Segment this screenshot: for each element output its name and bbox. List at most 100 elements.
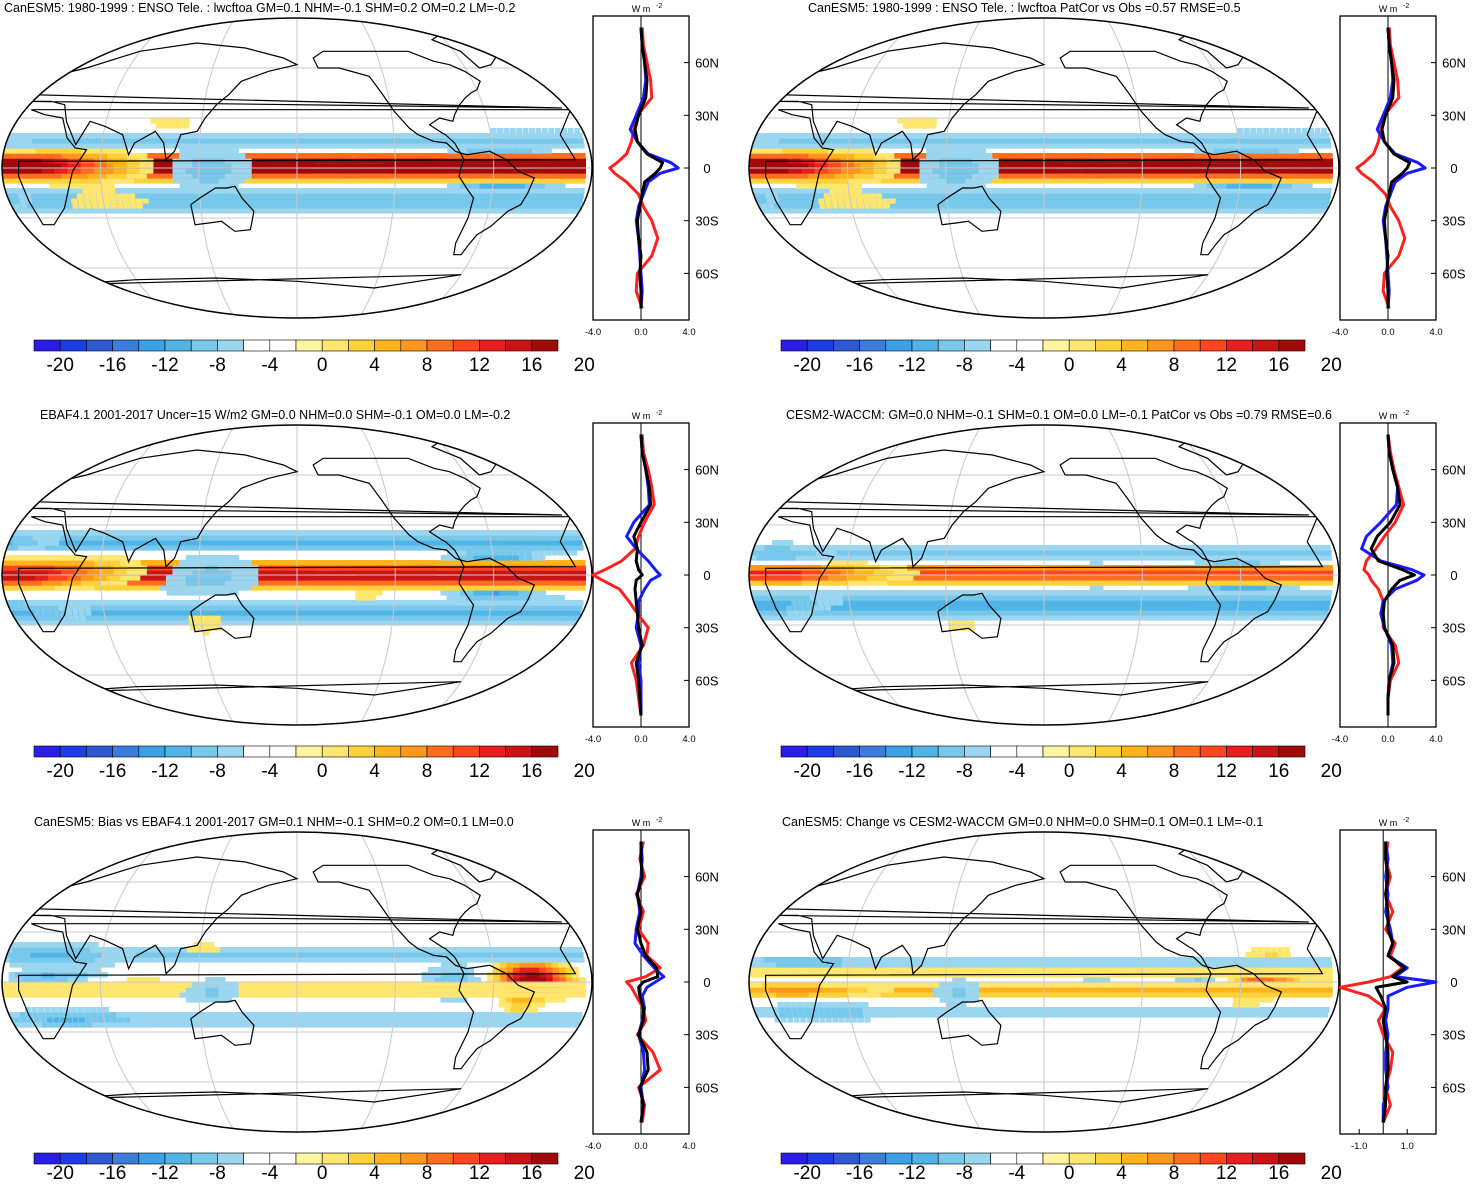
map-cell <box>112 1022 119 1028</box>
map-cell <box>113 575 121 581</box>
map-cell <box>860 148 869 154</box>
map-cell <box>94 962 102 968</box>
profile-lat-label: 30N <box>1442 108 1466 123</box>
map-cell <box>23 545 33 551</box>
map-cell <box>85 1017 92 1023</box>
map-cell <box>480 555 487 561</box>
map-cell <box>834 580 842 586</box>
map-cell <box>847 560 856 566</box>
map-cell <box>749 590 1332 596</box>
map-cell <box>939 188 947 194</box>
map-cell <box>788 570 796 576</box>
map-cell <box>880 957 889 963</box>
map-cell <box>828 550 837 556</box>
map-cell <box>192 188 200 194</box>
map-cell <box>55 178 62 184</box>
map-cell <box>205 173 213 179</box>
map-cell <box>205 178 213 184</box>
map-cell <box>749 987 1333 993</box>
map-cell <box>460 590 468 596</box>
map-cell <box>822 550 831 556</box>
colorbar-swatch <box>911 745 939 758</box>
colorbar-tick: -16 <box>99 761 126 782</box>
map-cell <box>834 992 842 998</box>
map-cell <box>5 138 584 144</box>
map-cell <box>797 600 805 606</box>
map-cell <box>54 163 62 169</box>
colorbar-swatch <box>295 339 323 352</box>
map-cell <box>792 1012 799 1018</box>
map-cell <box>539 967 546 973</box>
map-cell <box>212 148 220 154</box>
map-cell <box>827 163 835 169</box>
map-cell <box>473 183 481 189</box>
map-cell <box>757 138 767 144</box>
map-cell <box>94 957 103 963</box>
colorbar-swatch <box>1226 339 1253 352</box>
map-cell <box>883 203 890 209</box>
map-cell <box>179 590 187 596</box>
map-cell <box>1289 128 1295 134</box>
map-cell <box>828 992 836 998</box>
lon-line <box>1105 425 1143 725</box>
map-cell <box>35 173 43 179</box>
map-cell <box>500 977 508 983</box>
map-cell <box>447 977 455 983</box>
map-cell <box>1279 148 1286 154</box>
map-cell <box>766 605 773 611</box>
map-cell <box>821 580 829 586</box>
map-cell <box>146 168 154 174</box>
map-cell <box>113 173 121 179</box>
colorbar-tick: 4 <box>1116 761 1127 782</box>
map-cell <box>13 198 20 204</box>
map-cell <box>882 198 890 204</box>
map-cell <box>39 942 48 948</box>
map-cell <box>802 962 810 968</box>
map-cell <box>80 1022 86 1028</box>
map-cell <box>5 198 582 204</box>
map-cell <box>512 183 520 189</box>
map-cell <box>440 962 448 968</box>
map-cell <box>41 173 49 179</box>
map-cell <box>1089 560 1097 566</box>
map-cell <box>19 1012 26 1018</box>
map-cell <box>946 188 954 194</box>
map-cell <box>5 545 584 551</box>
map-cell <box>466 183 475 189</box>
panel-6: CanESM5: Change vs CESM2-WACCM GM=0.0 NH… <box>748 815 1466 1184</box>
map-cell <box>815 555 823 561</box>
map-cell <box>175 123 183 129</box>
map-cell <box>753 203 1327 209</box>
map-cell <box>557 550 565 556</box>
lon-line <box>198 832 236 1132</box>
map-cell <box>106 570 115 576</box>
map-cell <box>834 163 842 169</box>
map-cell <box>805 1012 812 1018</box>
colorbar-swatch <box>269 745 297 758</box>
map-cell <box>790 595 797 601</box>
colorbar-tick: 20 <box>574 1163 595 1184</box>
map-cell <box>231 163 239 169</box>
map-cell <box>12 133 21 139</box>
map-cell <box>10 138 20 144</box>
colorbar-tick: 12 <box>1216 761 1237 782</box>
colorbar-swatch <box>1016 745 1044 758</box>
map-cell <box>764 545 773 551</box>
map-cell <box>952 977 960 983</box>
map-cell <box>499 148 507 154</box>
map-cell <box>2 560 11 566</box>
map-cell <box>769 580 776 586</box>
profile-lat-label: 60N <box>695 870 719 885</box>
map-cell <box>505 595 513 601</box>
map-cell <box>880 173 888 179</box>
map-cell <box>192 183 200 189</box>
map-cell <box>854 183 862 189</box>
colorbar-swatch <box>1252 339 1280 352</box>
map-cell <box>750 590 758 596</box>
map-cell <box>1245 952 1252 958</box>
map-cell <box>238 560 246 566</box>
map-cell <box>4 600 583 606</box>
map-cell <box>10 530 580 536</box>
map-cell <box>5 952 584 958</box>
map-cell <box>109 193 116 199</box>
